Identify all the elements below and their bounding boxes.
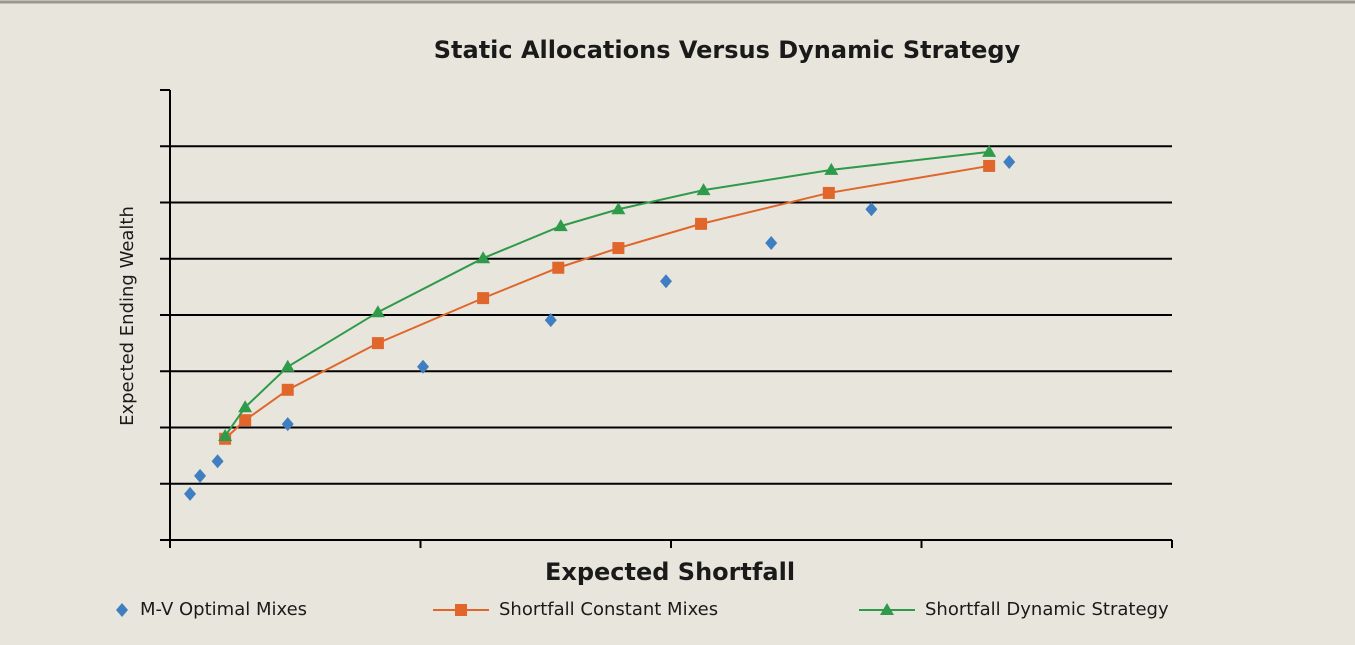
- point: [696, 183, 711, 196]
- point: [211, 454, 224, 469]
- point: [553, 219, 568, 232]
- point: [695, 217, 708, 230]
- point: [281, 417, 294, 432]
- legend-label: Shortfall Dynamic Strategy: [925, 599, 1169, 620]
- series-line: [224, 164, 990, 440]
- point: [417, 359, 430, 374]
- point: [239, 414, 252, 427]
- point: [238, 400, 253, 413]
- point: [194, 468, 207, 483]
- chart-title: Static Allocations Versus Dynamic Strate…: [434, 36, 1021, 64]
- point: [544, 313, 557, 328]
- point: [824, 162, 839, 175]
- legend-marker: [455, 604, 467, 616]
- point: [612, 242, 625, 255]
- point: [281, 383, 294, 396]
- point: [1003, 155, 1016, 169]
- point: [371, 337, 384, 350]
- legend-label: M-V Optimal Mixes: [140, 599, 307, 620]
- legend-marker: [116, 603, 128, 617]
- point: [184, 486, 197, 501]
- point: [822, 186, 835, 199]
- legend-marker: [880, 603, 894, 615]
- point: [659, 274, 672, 289]
- point: [982, 144, 997, 157]
- point: [552, 261, 565, 274]
- series-line: [224, 150, 990, 437]
- y-axis-label: Expected Ending Wealth: [117, 206, 138, 426]
- point: [477, 292, 490, 305]
- point: [370, 305, 385, 318]
- point: [983, 159, 996, 172]
- point: [476, 251, 491, 264]
- point: [218, 428, 233, 441]
- point: [865, 202, 878, 217]
- point: [611, 202, 626, 215]
- point: [280, 359, 295, 372]
- x-axis-label: Expected Shortfall: [545, 558, 795, 586]
- point: [765, 236, 778, 250]
- legend-label: Shortfall Constant Mixes: [499, 599, 718, 620]
